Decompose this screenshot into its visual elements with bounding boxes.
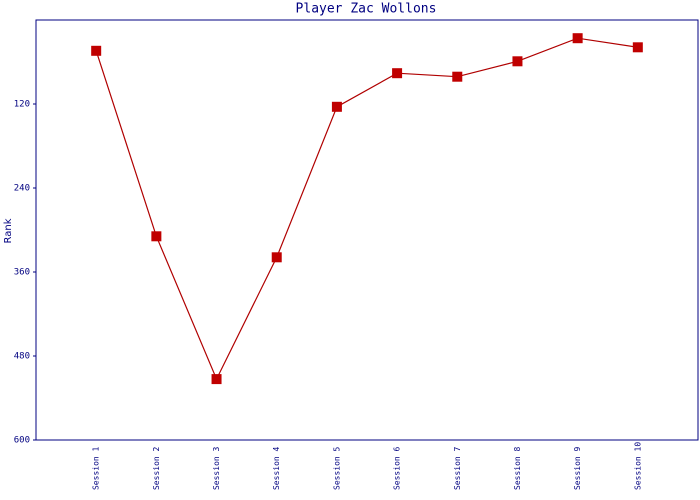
y-tick-label: 120 (14, 100, 30, 110)
x-tick-label: Session 7 (453, 446, 462, 490)
x-tick-label: Session 10 (633, 442, 642, 490)
y-tick-label: 240 (14, 184, 30, 194)
marker (331, 101, 342, 112)
plot-frame (35, 19, 699, 441)
marker (452, 71, 463, 82)
y-axis-label: Rank (3, 218, 14, 243)
chart-title: Player Zac Wollons (296, 2, 437, 17)
marker (512, 56, 523, 67)
x-tick-label: Session 5 (332, 446, 341, 490)
y-tick-label: 360 (14, 268, 30, 278)
x-tick-label: Session 4 (272, 446, 281, 490)
marker (211, 374, 222, 385)
marker (151, 231, 162, 242)
marker (572, 33, 583, 44)
y-tick-label: 600 (14, 436, 30, 446)
x-tick-label: Session 3 (212, 446, 221, 490)
x-tick-label: Session 6 (393, 446, 402, 490)
marker (271, 252, 282, 263)
x-tick-label: Session 1 (92, 446, 101, 490)
line (95, 37, 638, 381)
y-tick-label: 480 (14, 352, 30, 362)
marker (392, 68, 403, 79)
x-tick-label: Session 8 (513, 446, 522, 490)
x-tick-label: Session 9 (573, 446, 582, 490)
marker (91, 45, 102, 56)
marker (632, 42, 643, 53)
x-tick-label: Session 2 (152, 446, 161, 490)
